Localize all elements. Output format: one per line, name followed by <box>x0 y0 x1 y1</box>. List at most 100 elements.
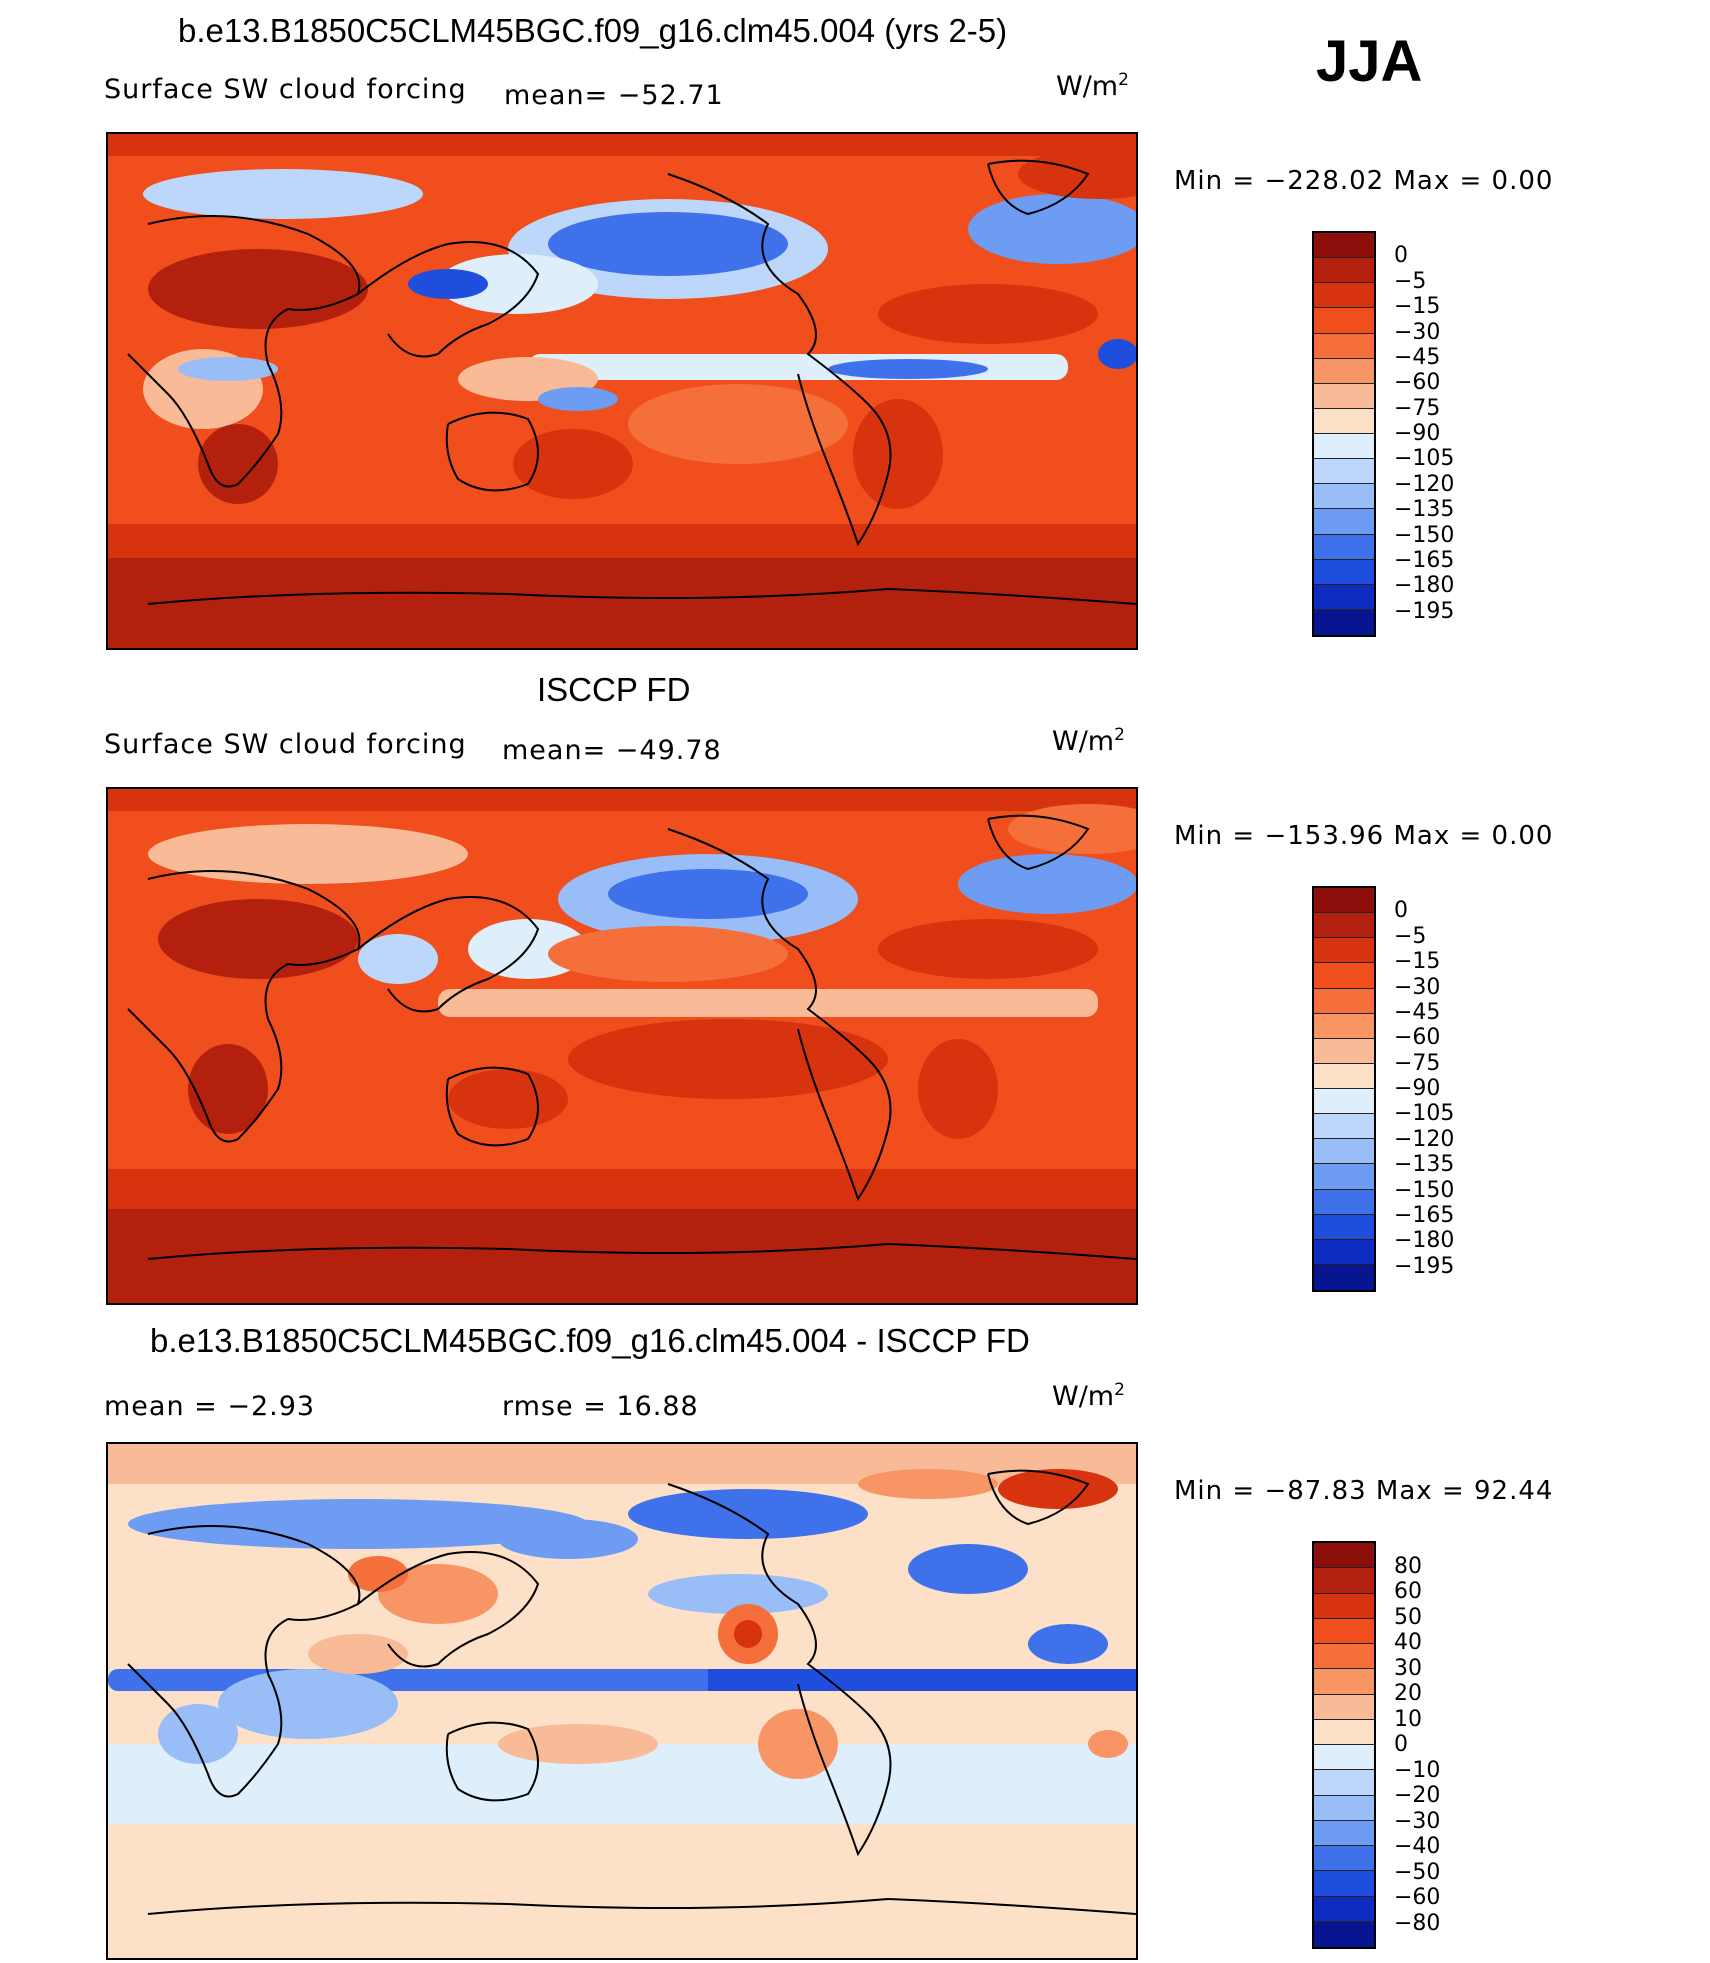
colorbar-swatch <box>1314 913 1374 939</box>
panel1-colorbar <box>1312 231 1376 637</box>
panel3-min-max: Min = −87.83 Max = 92.44 <box>1174 1476 1554 1506</box>
colorbar-tick-label: −10 <box>1394 1757 1441 1783</box>
panel2-map-field <box>108 789 1136 1303</box>
colorbar-swatch <box>1314 938 1374 964</box>
colorbar-swatch <box>1314 1593 1374 1619</box>
colorbar-swatch <box>1314 1694 1374 1720</box>
panel1-variable-label: Surface SW cloud forcing <box>104 74 467 105</box>
colorbar-swatch <box>1314 1189 1374 1215</box>
panel1-map <box>106 132 1138 650</box>
colorbar-tick-label: −30 <box>1394 1808 1441 1834</box>
colorbar-swatch <box>1314 358 1374 384</box>
colorbar-swatch <box>1314 888 1374 914</box>
panel1-colorbar-ticks: 0 −5 −15 −30 −45 −60 −75 −90 −105 −120 −135 −150 −16… <box>1394 244 1514 624</box>
colorbar-tick-label: −60 <box>1394 1025 1441 1051</box>
colorbar-swatch <box>1314 1745 1374 1771</box>
panel2-mean: mean= −49.78 <box>502 735 722 766</box>
colorbar-swatch <box>1314 408 1374 434</box>
panel1-mean: mean= −52.71 <box>504 80 724 111</box>
colorbar-swatch <box>1314 383 1374 409</box>
colorbar-swatch <box>1314 459 1374 485</box>
colorbar-swatch <box>1314 609 1374 635</box>
colorbar-tick-label: −5 <box>1394 923 1427 949</box>
colorbar-tick-label: −105 <box>1394 1101 1455 1127</box>
colorbar-swatch <box>1314 1139 1374 1165</box>
panel2-colorbar <box>1312 886 1376 1292</box>
colorbar-swatch <box>1314 1896 1374 1922</box>
colorbar-swatch <box>1314 1568 1374 1594</box>
panel2-variable-label: Surface SW cloud forcing <box>104 729 467 760</box>
panel1-map-field <box>108 134 1136 648</box>
colorbar-swatch <box>1314 1921 1374 1947</box>
panel1-units: W/m2 <box>1056 70 1129 102</box>
colorbar-swatch <box>1314 1038 1374 1064</box>
panel2-colorbar-ticks: 0 −5 −15 −30 −45 −60 −75 −90 −105 −120 −135 −150 −16… <box>1394 899 1514 1279</box>
panel3-rmse: rmse = 16.88 <box>502 1391 699 1422</box>
panel3-map-field <box>108 1444 1136 1958</box>
colorbar-tick-label: 0 <box>1394 243 1408 269</box>
colorbar-tick-label: −50 <box>1394 1859 1441 1885</box>
colorbar-tick-label: −60 <box>1394 1885 1441 1910</box>
colorbar-tick-label: −165 <box>1394 1202 1455 1228</box>
colorbar-tick-label: −90 <box>1394 421 1441 446</box>
colorbar-swatch <box>1314 1164 1374 1190</box>
colorbar-swatch <box>1314 1543 1374 1569</box>
colorbar-swatch <box>1314 1013 1374 1039</box>
colorbar-tick-label: −135 <box>1394 497 1455 523</box>
colorbar-swatch <box>1314 258 1374 284</box>
colorbar-swatch <box>1314 1089 1374 1115</box>
colorbar-tick-label: 30 <box>1394 1655 1422 1681</box>
colorbar-tick-label: −195 <box>1394 1253 1455 1279</box>
panel2-title: ISCCP FD <box>537 671 691 708</box>
colorbar-swatch <box>1314 1644 1374 1670</box>
panel3-units: W/m2 <box>1052 1380 1125 1412</box>
colorbar-tick-label: −120 <box>1394 1126 1455 1152</box>
colorbar-swatch <box>1314 1820 1374 1846</box>
colorbar-swatch <box>1314 963 1374 989</box>
colorbar-tick-label: −80 <box>1394 1910 1441 1936</box>
colorbar-tick-label: −135 <box>1394 1152 1455 1178</box>
panel2-min-max: Min = −153.96 Max = 0.00 <box>1174 821 1554 851</box>
colorbar-tick-label: 60 <box>1394 1579 1422 1604</box>
colorbar-swatch <box>1314 1239 1374 1265</box>
colorbar-swatch <box>1314 283 1374 309</box>
panel3-map <box>106 1442 1138 1960</box>
colorbar-tick-label: −150 <box>1394 1177 1455 1203</box>
panel3-mean: mean = −2.93 <box>104 1391 316 1422</box>
colorbar-swatch <box>1314 1871 1374 1897</box>
colorbar-tick-label: 20 <box>1394 1681 1422 1706</box>
panel2-units: W/m2 <box>1052 725 1125 757</box>
colorbar-swatch <box>1314 1114 1374 1140</box>
colorbar-swatch <box>1314 509 1374 535</box>
colorbar-tick-label: −60 <box>1394 370 1441 396</box>
colorbar-swatch <box>1314 1846 1374 1872</box>
colorbar-swatch <box>1314 1214 1374 1240</box>
colorbar-tick-label: 10 <box>1394 1706 1422 1732</box>
colorbar-tick-label: −75 <box>1394 1050 1441 1076</box>
colorbar-swatch <box>1314 1264 1374 1290</box>
colorbar-tick-label: −105 <box>1394 446 1455 472</box>
panel2-map <box>106 787 1138 1305</box>
colorbar-tick-label: −120 <box>1394 471 1455 497</box>
colorbar-tick-label: −40 <box>1394 1834 1441 1859</box>
colorbar-tick-label: −30 <box>1394 974 1441 1000</box>
colorbar-swatch <box>1314 308 1374 334</box>
panel3-colorbar-ticks: 80 60 50 40 30 20 10 0 −10 −20 −30 −40 −50 −60 −80 <box>1394 1554 1514 1936</box>
colorbar-tick-label: 50 <box>1394 1604 1422 1630</box>
colorbar-tick-label: −195 <box>1394 598 1455 624</box>
colorbar-tick-label: −90 <box>1394 1076 1441 1101</box>
panel1-min-max: Min = −228.02 Max = 0.00 <box>1174 166 1554 196</box>
colorbar-tick-label: −15 <box>1394 294 1441 320</box>
colorbar-tick-label: 0 <box>1394 1732 1408 1757</box>
colorbar-swatch <box>1314 1770 1374 1796</box>
colorbar-swatch <box>1314 1719 1374 1745</box>
colorbar-swatch <box>1314 1063 1374 1089</box>
colorbar-swatch <box>1314 333 1374 359</box>
colorbar-tick-label: 0 <box>1394 898 1408 924</box>
colorbar-swatch <box>1314 584 1374 610</box>
colorbar-tick-label: −75 <box>1394 395 1441 421</box>
panel3-title: b.e13.B1850C5CLM45BGC.f09_g16.clm45.004 … <box>150 1322 1030 1359</box>
colorbar-tick-label: −150 <box>1394 522 1455 548</box>
colorbar-swatch <box>1314 1618 1374 1644</box>
colorbar-tick-label: −5 <box>1394 268 1427 294</box>
